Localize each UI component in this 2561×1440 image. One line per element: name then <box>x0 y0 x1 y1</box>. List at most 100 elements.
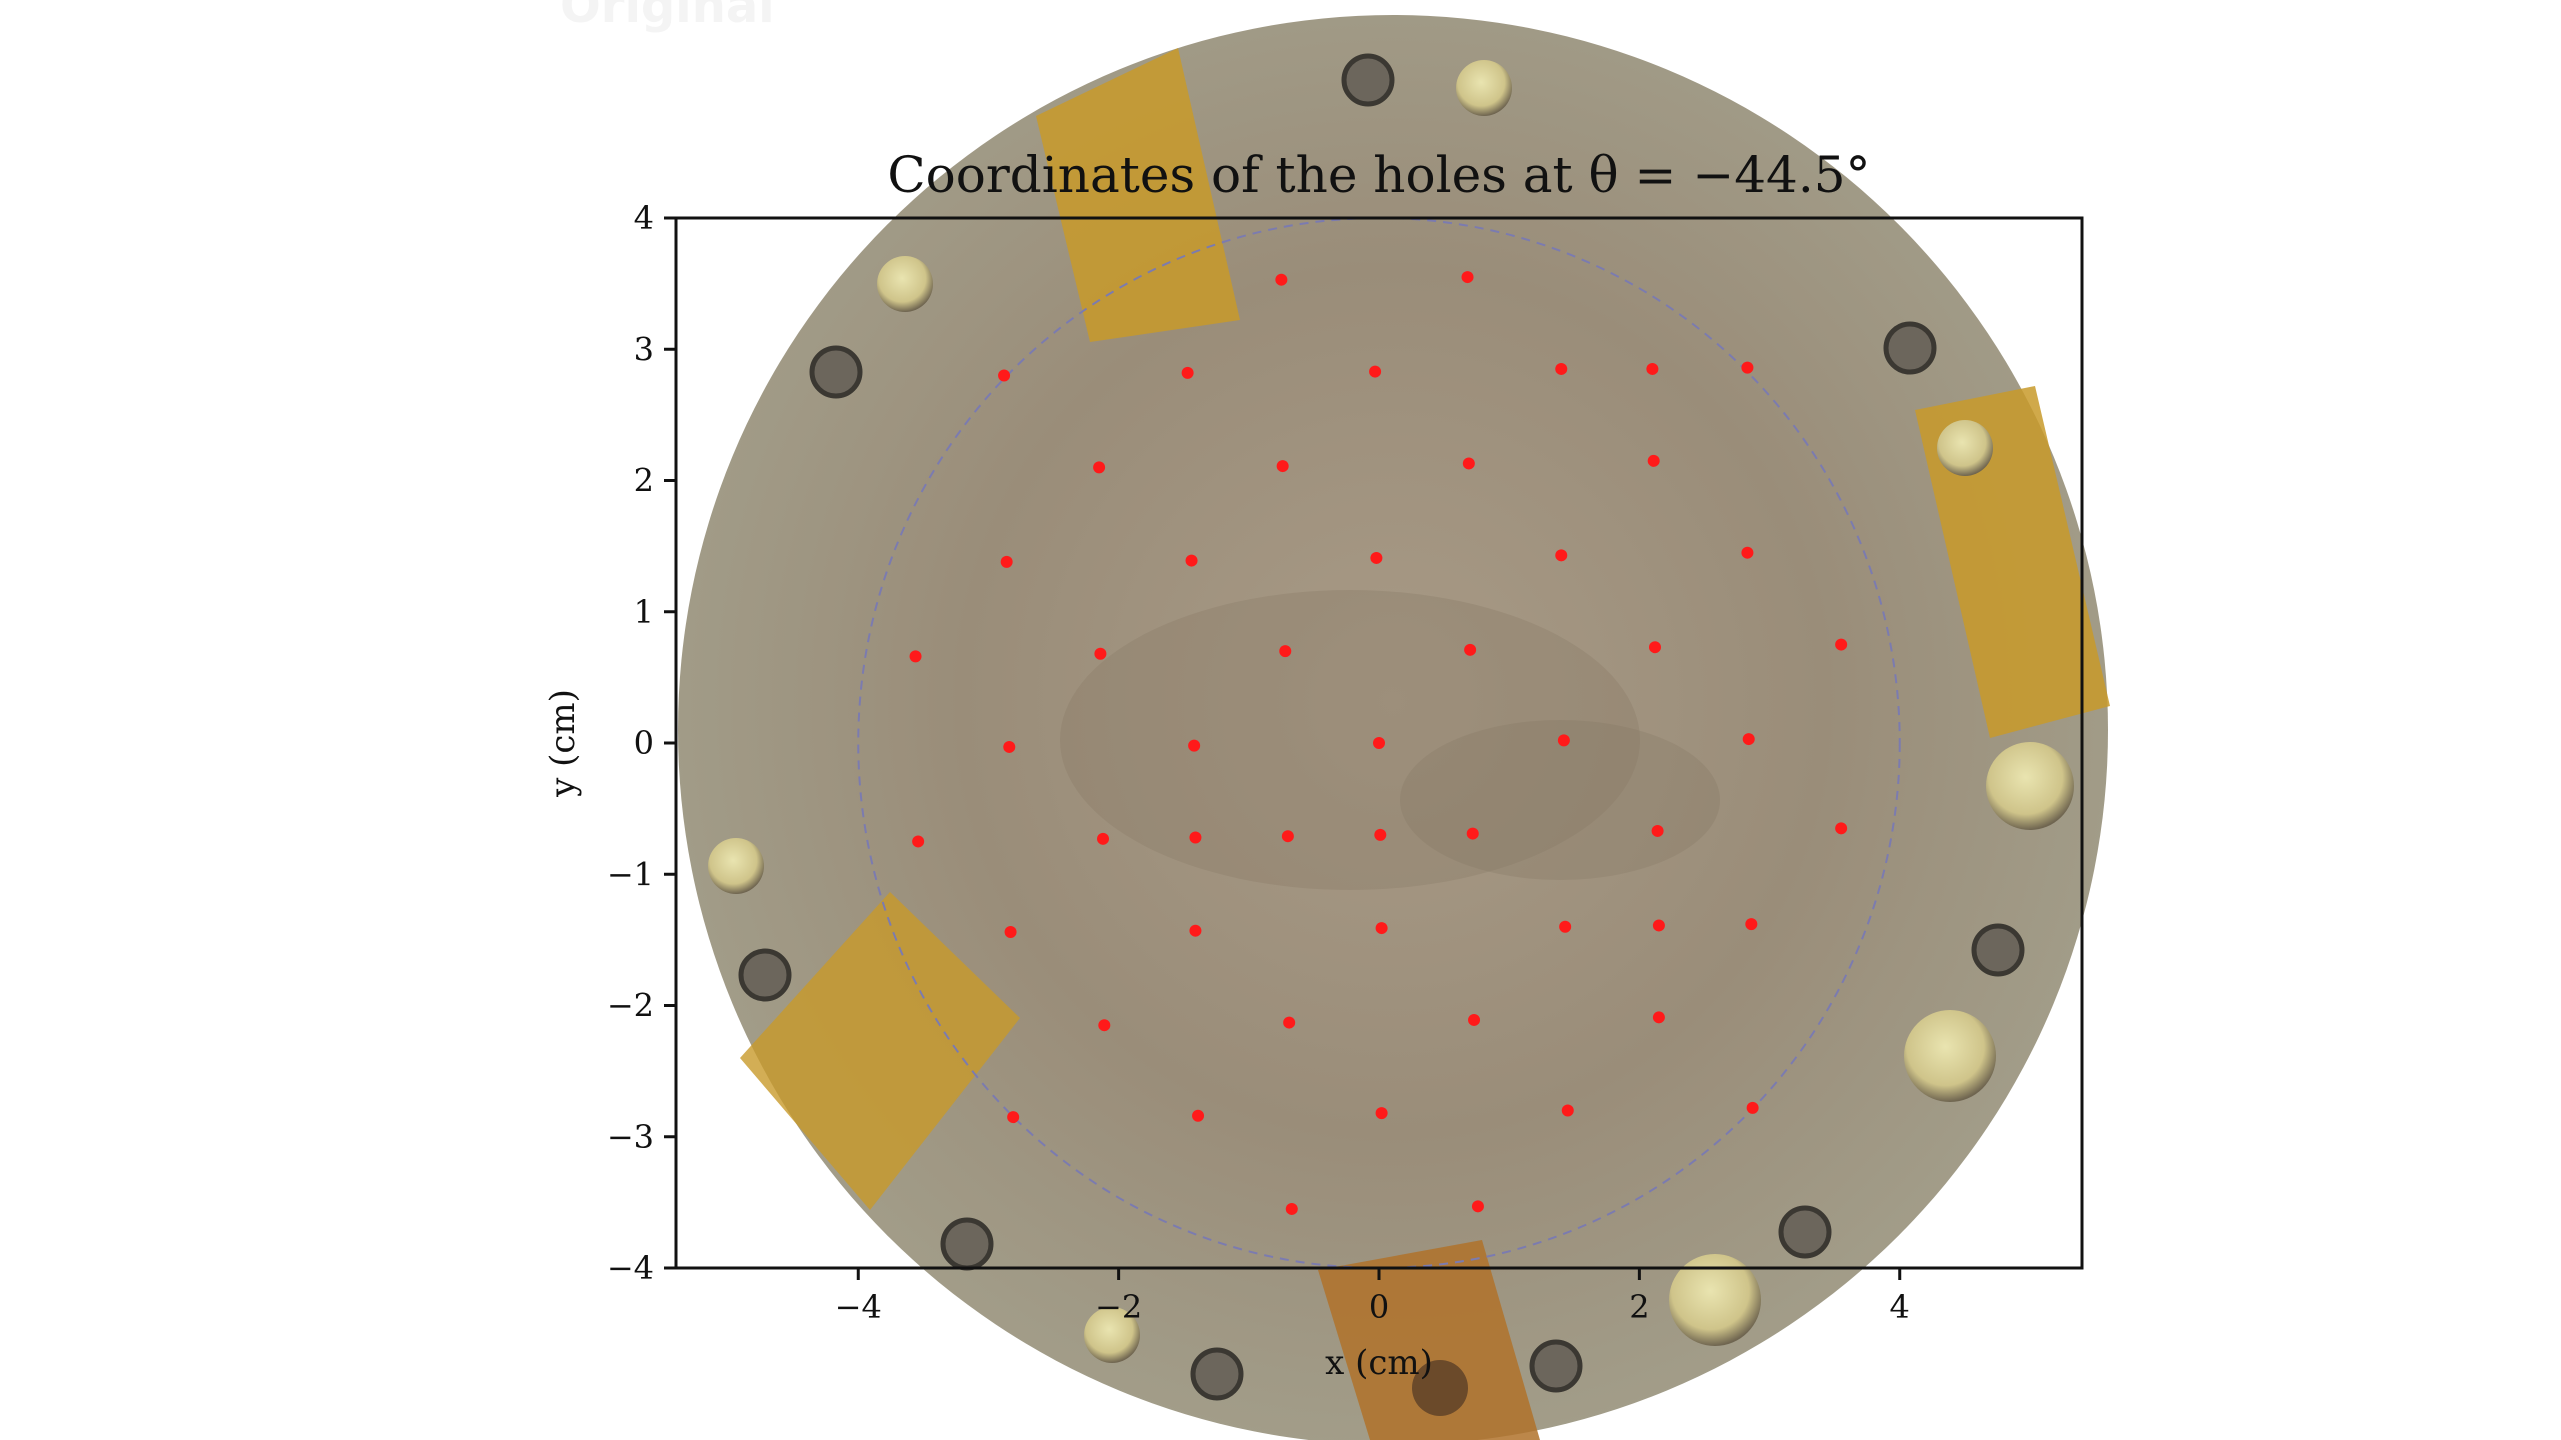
plot-frame <box>674 216 2084 1270</box>
y-tick-label: −3 <box>607 1118 654 1156</box>
screw <box>940 1217 994 1271</box>
hole-point <box>1745 918 1758 931</box>
y-tick-label: 1 <box>634 593 654 631</box>
hole-markers <box>909 271 1848 1215</box>
x-tick-label: 0 <box>1369 1288 1389 1326</box>
plate-stain <box>1400 720 1720 880</box>
plate-hole <box>1084 1307 1140 1363</box>
plate-hole <box>1904 1010 1996 1102</box>
hole-point <box>1098 1019 1111 1032</box>
hole-point <box>1835 822 1848 835</box>
plate-photo <box>678 15 2110 1440</box>
hole-point <box>1097 832 1110 845</box>
hole-point <box>909 650 922 663</box>
hole-point <box>1007 1111 1020 1124</box>
hole-point <box>1375 1107 1388 1120</box>
screws <box>738 53 2025 1401</box>
yellow-tape <box>740 892 1020 1210</box>
screw <box>1883 321 1937 375</box>
x-axis-label: x (cm) <box>1325 1343 1433 1383</box>
hole-point <box>1555 362 1568 375</box>
hole-point <box>1370 551 1383 564</box>
axis-ticks: −4 −2 0 2 4 −4 −3 −2 −1 0 1 2 3 4 <box>607 199 1910 1326</box>
hole-point <box>1275 273 1288 286</box>
y-tick-label: −4 <box>607 1249 654 1287</box>
hole-point <box>1466 827 1479 840</box>
hole-point <box>1648 641 1661 654</box>
y-tick-label: 3 <box>634 330 654 368</box>
plate-hole <box>1986 742 2074 830</box>
hole-point <box>1746 1101 1759 1114</box>
hole-point <box>1000 555 1013 568</box>
hole-point <box>1003 740 1016 753</box>
plate-stain <box>1060 590 1640 890</box>
plate-hole <box>1412 1360 1468 1416</box>
hole-point <box>1835 638 1848 651</box>
plate-hole <box>1669 1254 1761 1346</box>
x-tick-label: −4 <box>835 1288 882 1326</box>
plate-hole <box>1937 420 1993 476</box>
hole-point <box>912 835 925 848</box>
hole-point <box>1651 824 1664 837</box>
screw <box>1341 53 1395 107</box>
y-axis-label: y (cm) <box>543 689 583 798</box>
x-tick-label: 4 <box>1890 1288 1910 1326</box>
hole-point <box>1093 461 1106 474</box>
y-tick-label: −2 <box>607 987 654 1025</box>
hole-point <box>1004 926 1017 938</box>
plate-hole <box>877 256 933 312</box>
screw <box>1529 1339 1583 1393</box>
hole-point <box>1468 1013 1481 1026</box>
hole-point <box>1281 830 1294 843</box>
hole-point <box>1189 924 1202 937</box>
plate-hole <box>708 838 764 894</box>
y-tick-label: −1 <box>607 855 654 893</box>
y-tick-label: 0 <box>634 724 654 762</box>
hole-point <box>1185 554 1198 567</box>
hole-point <box>1192 1109 1205 1122</box>
plate-hole <box>1456 60 1512 116</box>
y-tick-label: 2 <box>634 462 654 500</box>
hole-point <box>1741 361 1754 374</box>
hole-point <box>1471 1200 1484 1213</box>
hole-point <box>1374 828 1387 841</box>
hole-point <box>998 369 1011 382</box>
hole-point <box>1557 734 1570 747</box>
screw <box>1190 1347 1244 1401</box>
yellow-tape <box>1036 48 1240 342</box>
hole-point <box>1285 1202 1298 1215</box>
screw <box>1971 923 2025 977</box>
hole-point <box>1647 454 1660 467</box>
hole-point <box>1464 643 1477 656</box>
hole-point <box>1742 733 1755 746</box>
hole-point <box>1652 919 1665 932</box>
hole-point <box>1652 1011 1665 1024</box>
hole-point <box>1462 457 1475 470</box>
y-tick-label: 4 <box>634 199 654 237</box>
hole-point <box>1276 460 1289 473</box>
hole-point <box>1646 362 1659 375</box>
yellow-tape <box>1318 1240 1540 1440</box>
hole-point <box>1181 366 1194 379</box>
hole-point <box>1461 271 1474 284</box>
chart-title: Coordinates of the holes at θ = −44.5° <box>887 146 1870 204</box>
hole-point <box>1094 647 1107 660</box>
screw <box>809 345 863 399</box>
x-tick-label: 2 <box>1629 1288 1649 1326</box>
hole-point <box>1189 831 1202 844</box>
hole-point <box>1279 645 1292 658</box>
hole-point <box>1559 920 1572 933</box>
ghost-label: Original <box>560 0 775 34</box>
hole-point <box>1283 1016 1296 1029</box>
hole-point <box>1188 739 1201 752</box>
hole-point <box>1373 737 1385 749</box>
x-tick-label: −2 <box>1095 1288 1142 1326</box>
hole-point <box>1375 922 1388 935</box>
hole-point <box>1369 365 1382 378</box>
hole-point <box>1555 549 1568 562</box>
screw <box>1778 1205 1832 1259</box>
hole-point <box>1561 1104 1574 1117</box>
screw <box>738 948 792 1002</box>
hole-point <box>1741 546 1754 559</box>
